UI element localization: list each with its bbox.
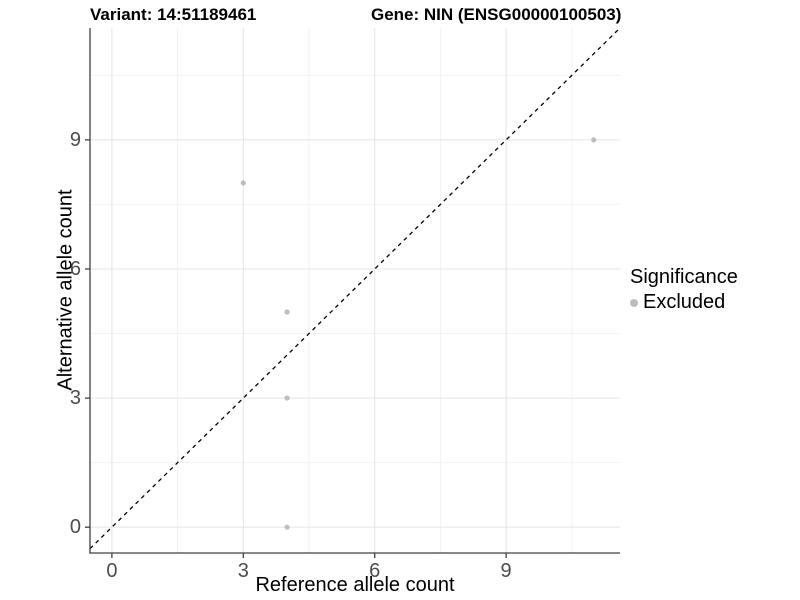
x-tick-label: 9 — [500, 560, 512, 582]
plot-title-variant: Variant: 14:51189461 — [90, 5, 257, 24]
x-tick-label: 0 — [106, 560, 118, 582]
data-point — [284, 309, 290, 315]
y-tick-label: 6 — [69, 257, 81, 280]
x-tick-label: 3 — [237, 560, 249, 582]
x-tick-label: 6 — [369, 560, 381, 582]
legend-title: Significance — [630, 266, 738, 288]
legend-item-label: Excluded — [643, 291, 726, 313]
y-tick-label: 9 — [69, 128, 81, 151]
data-point — [284, 395, 290, 401]
y-tick-label: 3 — [69, 387, 81, 410]
legend-point-swatch-icon — [630, 298, 638, 307]
y-axis-title: Alternative allele count — [54, 189, 77, 391]
legend: Significance Excluded — [630, 266, 738, 314]
data-point — [591, 137, 597, 143]
data-point — [240, 180, 246, 186]
x-axis-title: Reference allele count — [255, 574, 455, 596]
identity-line — [89, 27, 621, 550]
data-point — [284, 524, 290, 530]
y-tick-label: 0 — [69, 516, 81, 539]
legend-item-excluded: Excluded — [630, 291, 738, 314]
plot-title-gene: Gene: NIN (ENSG00000100503) — [371, 5, 622, 24]
